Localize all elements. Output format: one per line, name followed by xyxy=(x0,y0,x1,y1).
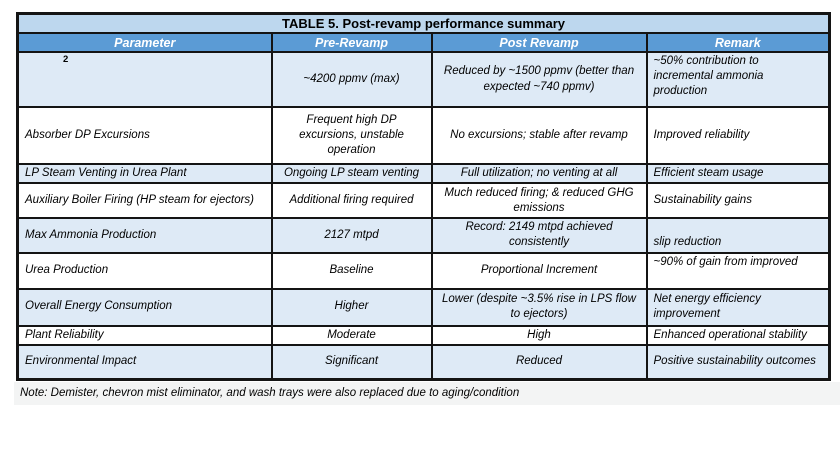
pre-revamp-cell: Significant xyxy=(270,343,433,381)
remark-cell: ~50% contribution to incremental ammonia… xyxy=(645,51,831,108)
table-row: 2 ~4200 ppmv (max) Reduced by ~1500 ppmv… xyxy=(16,51,831,108)
pre-revamp-cell: Baseline xyxy=(270,251,433,290)
table-row: Environmental Impact Significant Reduced… xyxy=(16,343,831,381)
parameter-cell: LP Steam Venting in Urea Plant xyxy=(16,162,273,185)
column-header-pre-revamp: Pre-Revamp xyxy=(270,32,433,53)
column-header-remark: Remark xyxy=(645,32,831,53)
pre-revamp-cell: Moderate xyxy=(270,324,433,346)
pre-revamp-cell: Ongoing LP steam venting xyxy=(270,162,433,185)
parameter-cell: Urea Production xyxy=(16,251,273,290)
post-revamp-cell: Record: 2149 mtpd achieved consistently xyxy=(430,217,648,254)
post-revamp-cell: Reduced by ~1500 ppmv (better than expec… xyxy=(430,51,648,108)
pre-revamp-cell: ~4200 ppmv (max) xyxy=(270,51,433,108)
column-header-post-revamp: Post Revamp xyxy=(430,32,648,53)
pre-revamp-cell: 2127 mtpd xyxy=(270,217,433,254)
table-row: Urea Production Baseline Proportional In… xyxy=(16,251,831,290)
table-row: LP Steam Venting in Urea Plant Ongoing L… xyxy=(16,162,831,185)
title-row: TABLE 5. Post-revamp performance summary xyxy=(16,12,831,34)
table-row: Auxiliary Boiler Firing (HP steam for ej… xyxy=(16,182,831,220)
parameter-cell: Overall Energy Consumption xyxy=(16,287,273,327)
footnote: Note: Demister, chevron mist eliminator,… xyxy=(14,382,840,406)
remark-cell: ~90% of gain from improved xyxy=(645,251,831,290)
post-revamp-cell: High xyxy=(430,324,648,346)
pre-revamp-cell: Additional firing required xyxy=(270,182,433,220)
parameter-cell: Auxiliary Boiler Firing (HP steam for ej… xyxy=(16,182,273,220)
post-revamp-cell: Much reduced firing; & reduced GHG emiss… xyxy=(430,182,648,220)
remark-cell: Positive sustainability outcomes xyxy=(645,343,831,381)
parameter-cell: Max Ammonia Production xyxy=(16,217,273,254)
pre-revamp-cell: Frequent high DP excursions, unstable op… xyxy=(270,106,433,165)
table-row: Overall Energy Consumption Higher Lower … xyxy=(16,287,831,327)
post-revamp-cell: Lower (despite ~3.5% rise in LPS flow to… xyxy=(430,287,648,327)
post-revamp-cell: No excursions; stable after revamp xyxy=(430,106,648,165)
performance-summary-table: TABLE 5. Post-revamp performance summary… xyxy=(16,12,832,382)
parameter-cell: Absorber DP Excursions xyxy=(16,106,273,165)
remark-cell: Sustainability gains xyxy=(645,182,831,220)
post-revamp-cell: Reduced xyxy=(430,343,648,381)
table-row: Absorber DP Excursions Frequent high DP … xyxy=(16,106,831,165)
column-header-parameter: Parameter xyxy=(16,32,273,53)
remark-cell: Net energy efficiency improvement xyxy=(645,287,831,327)
table-row: Plant Reliability Moderate High Enhanced… xyxy=(16,324,831,346)
remark-cell: Efficient steam usage xyxy=(645,162,831,185)
remark-cell: Enhanced operational stability xyxy=(645,324,831,346)
pre-revamp-cell: Higher xyxy=(270,287,433,327)
remark-cell: Improved reliability xyxy=(645,106,831,165)
table-row: Max Ammonia Production 2127 mtpd Record:… xyxy=(16,217,831,254)
header-row: Parameter Pre-Revamp Post Revamp Remark xyxy=(16,32,831,53)
remark-cell: slip reduction xyxy=(645,217,831,254)
post-revamp-cell: Proportional Increment xyxy=(430,251,648,290)
post-revamp-cell: Full utilization; no venting at all xyxy=(430,162,648,185)
parameter-cell: Plant Reliability xyxy=(16,324,273,346)
table-title: TABLE 5. Post-revamp performance summary xyxy=(16,12,831,34)
parameter-cell: Environmental Impact xyxy=(16,343,273,381)
parameter-cell: 2 xyxy=(16,51,273,108)
